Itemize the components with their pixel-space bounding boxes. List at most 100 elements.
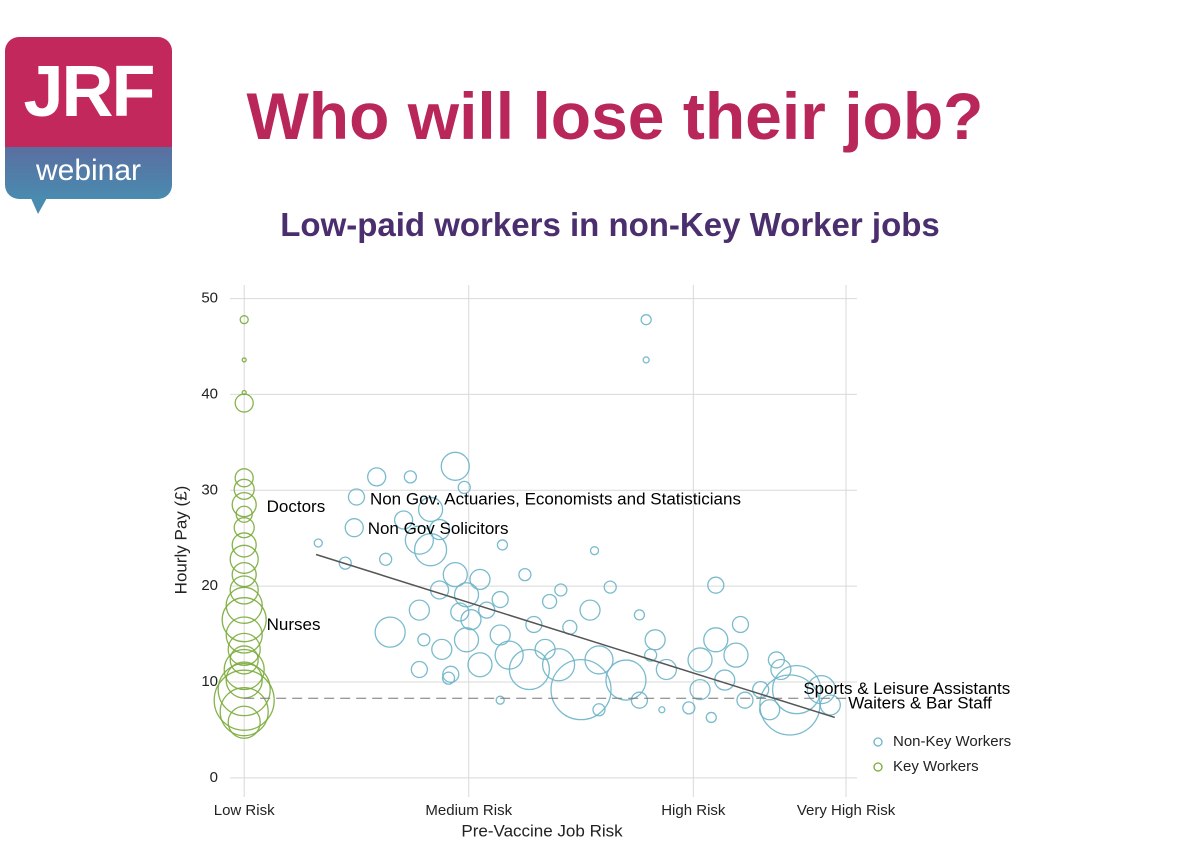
annotation: Doctors	[267, 497, 326, 516]
bubble	[231, 561, 257, 588]
bubble	[603, 580, 617, 594]
bubble	[643, 648, 658, 662]
bubble	[534, 638, 556, 661]
bubble	[759, 699, 781, 721]
bubble	[589, 546, 600, 556]
bubble	[525, 615, 543, 634]
bubble	[707, 576, 725, 594]
bubble	[457, 480, 471, 495]
bubble	[404, 525, 435, 555]
bubble	[229, 544, 259, 574]
bubble	[579, 599, 601, 621]
bubble	[550, 658, 612, 721]
bubble	[393, 510, 414, 530]
bubble	[495, 695, 505, 705]
bubble	[213, 669, 275, 731]
x-axis-label: Pre-Vaccine Job Risk	[461, 821, 623, 840]
bubble	[705, 711, 717, 724]
bubble	[225, 586, 263, 624]
bubble	[491, 590, 509, 609]
bubble	[221, 597, 267, 643]
logo-tail	[30, 196, 48, 214]
bubble	[655, 658, 678, 681]
y-tick-label: 30	[201, 481, 218, 498]
bubble	[605, 659, 647, 701]
logo-label: webinar	[5, 147, 172, 199]
x-tick-label: High Risk	[661, 802, 726, 819]
bubble	[217, 662, 271, 717]
bubble	[403, 470, 418, 484]
bubble	[441, 671, 456, 685]
bubble	[428, 518, 451, 541]
bubble	[442, 665, 460, 683]
bubble	[231, 492, 257, 518]
bubble	[413, 533, 448, 567]
bubble	[630, 691, 649, 709]
legend-marker	[873, 762, 883, 772]
bubble	[450, 602, 470, 622]
bubble	[554, 583, 568, 597]
bubble	[417, 633, 431, 647]
bubble	[460, 609, 482, 631]
bubble	[489, 624, 511, 646]
bubble	[689, 678, 711, 701]
y-tick-label: 40	[201, 385, 218, 402]
x-tick-label: Low Risk	[214, 802, 275, 819]
bubble	[633, 609, 646, 621]
bubble	[467, 652, 493, 678]
bubble	[233, 517, 255, 539]
bubble	[770, 658, 792, 681]
annotation: Nurses	[267, 615, 321, 634]
bubble	[431, 638, 453, 661]
bubble	[541, 593, 558, 610]
bubble	[819, 694, 841, 716]
bubble	[442, 561, 468, 588]
logo: JRF webinar	[5, 37, 172, 199]
bubble	[771, 664, 822, 715]
bubble	[640, 314, 652, 326]
bubble	[429, 580, 450, 600]
bubble	[453, 627, 480, 653]
slide-title: Who will lose their job?	[246, 79, 984, 153]
bubble	[234, 393, 254, 413]
bubble	[367, 467, 387, 487]
bubble	[494, 640, 524, 670]
bubble	[223, 648, 265, 691]
annotation: Waiters & Bar Staff	[848, 694, 992, 713]
y-tick-label: 20	[201, 577, 218, 594]
bubble	[374, 616, 406, 648]
bubble	[731, 615, 750, 634]
bubble	[241, 357, 247, 363]
bubble	[723, 642, 749, 668]
bubble	[642, 356, 650, 364]
bubble	[658, 706, 666, 714]
bubble	[233, 478, 255, 500]
bubble	[469, 568, 491, 591]
bubble	[219, 687, 269, 737]
legend-label: Key Workers	[893, 758, 979, 775]
bubble	[682, 701, 696, 715]
bubble	[592, 703, 606, 717]
bubble	[687, 647, 713, 673]
annotation: Non Gov. Actuaries, Economists and Stati…	[370, 489, 741, 508]
x-tick-label: Medium Risk	[425, 802, 512, 819]
bubble	[408, 599, 431, 621]
legend-marker	[873, 737, 883, 747]
y-tick-label: 50	[201, 290, 218, 307]
y-tick-label: 10	[201, 673, 218, 690]
bubble	[229, 575, 259, 605]
annotation: Sports & Leisure Assistants	[803, 679, 1010, 698]
bubble	[703, 627, 729, 653]
bubble	[806, 674, 836, 705]
bubble	[229, 645, 259, 675]
bubble	[410, 660, 429, 679]
bubble	[379, 552, 393, 566]
y-axis-label: Hourly Pay (£)	[171, 486, 190, 595]
bubble	[225, 616, 263, 654]
legend-label: Non-Key Workers	[893, 733, 1011, 750]
bubble	[239, 315, 249, 325]
bubble	[417, 496, 444, 523]
x-tick-label: Very High Risk	[797, 802, 896, 819]
